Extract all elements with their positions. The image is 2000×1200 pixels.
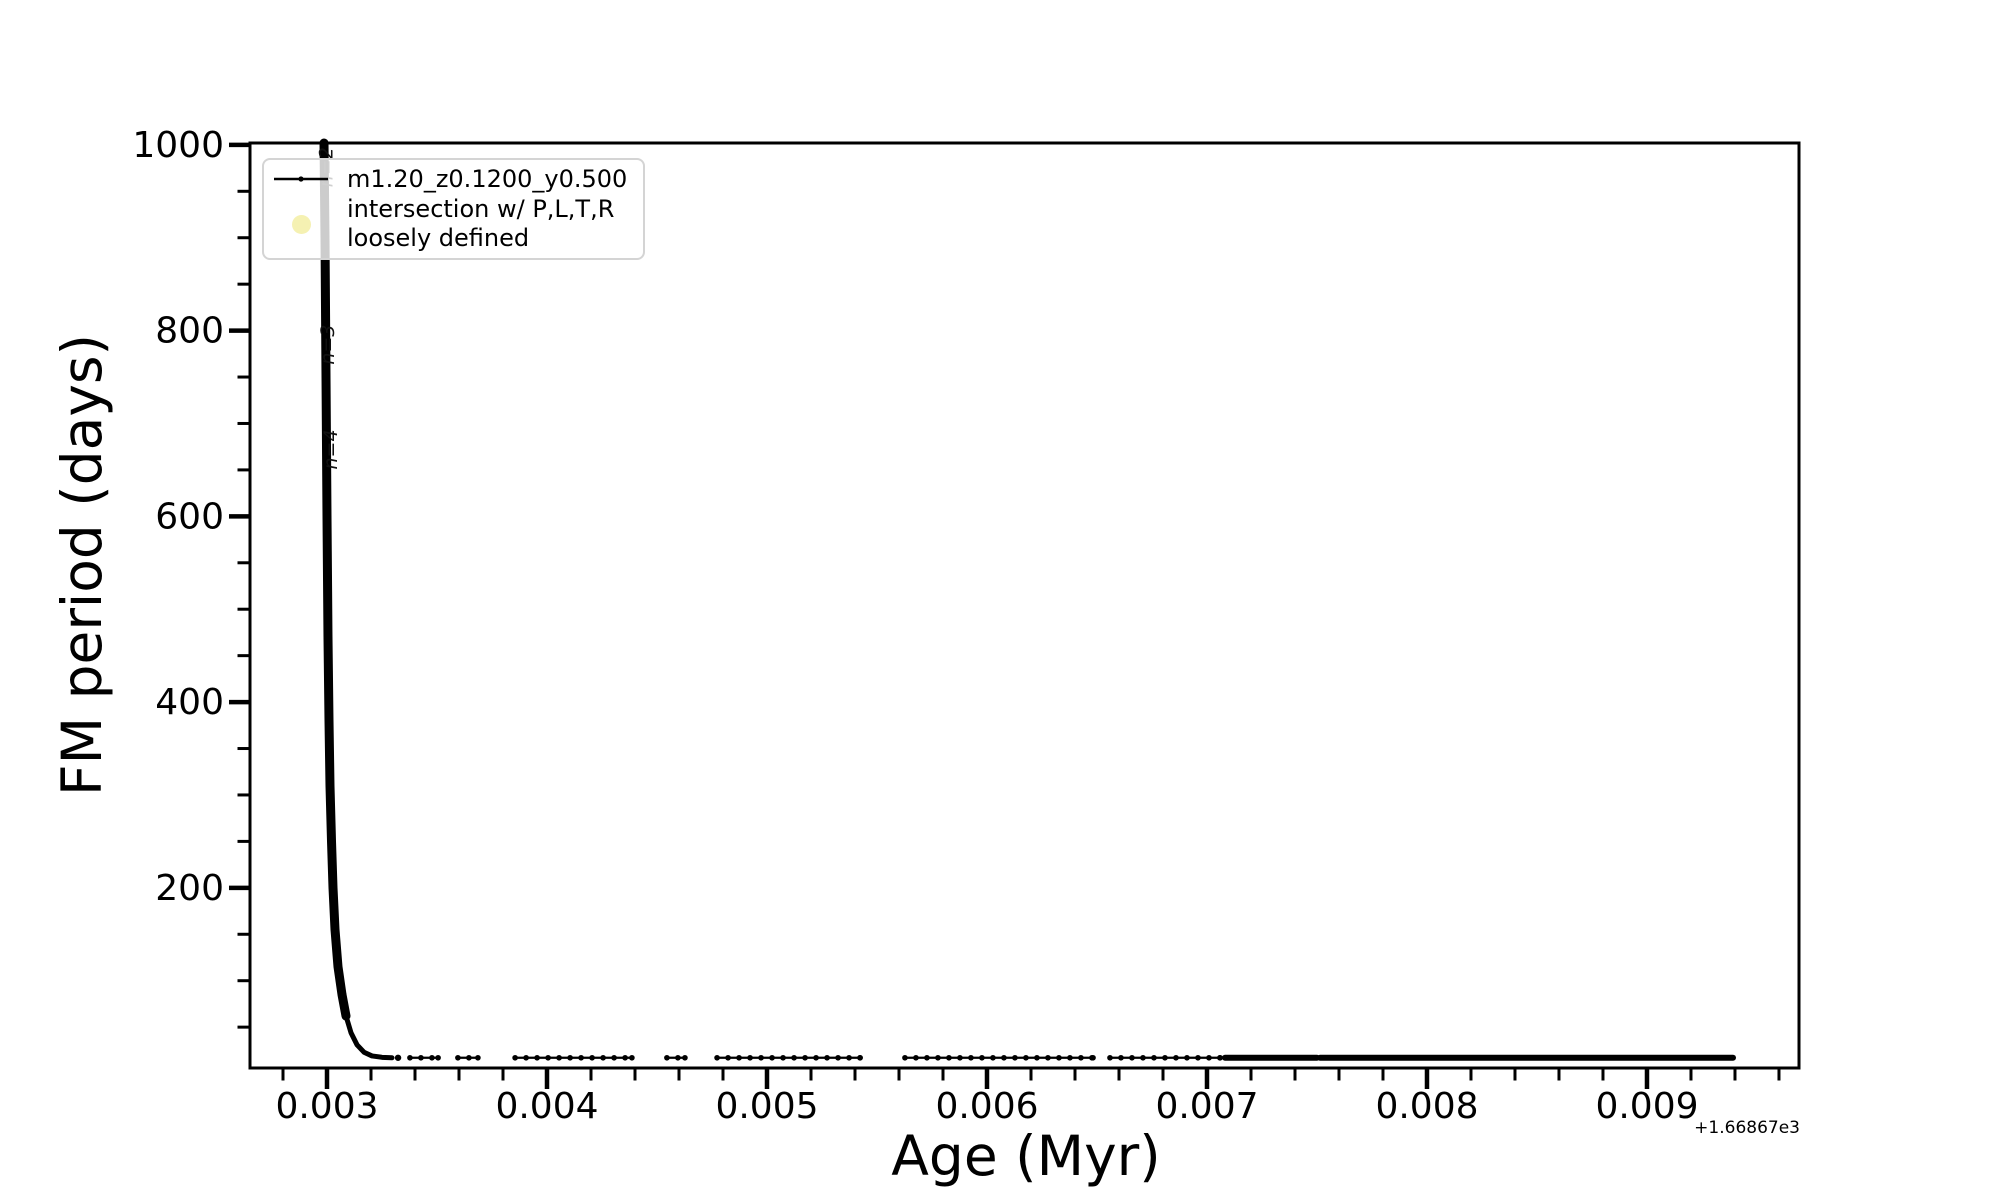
series-point-marker: [747, 1054, 753, 1061]
legend: m1.20_z0.1200_y0.500 intersection w/ P,L…: [262, 158, 645, 260]
series-point-marker: [1217, 1054, 1223, 1061]
legend-entry-intersection: intersection w/ P,L,T,R loosely defined: [272, 195, 635, 253]
x-tick-label: 0.003: [275, 1086, 378, 1127]
series-curve-steep: [319, 138, 351, 1021]
series-point-marker: [1001, 1054, 1007, 1061]
x-tick-label: 0.004: [495, 1086, 598, 1127]
series-point-marker: [556, 1054, 562, 1061]
series-point-marker: [957, 1054, 963, 1061]
series-point-marker: [946, 1054, 952, 1061]
series-point-marker: [475, 1054, 481, 1061]
series-point-marker: [1118, 1054, 1124, 1061]
series-point-marker: [455, 1054, 461, 1061]
series-point-marker: [1129, 1054, 1135, 1061]
series-point-marker: [418, 1054, 424, 1061]
x-axis-label: Age (Myr): [891, 1124, 1161, 1188]
series-point-marker: [466, 1054, 472, 1061]
series-point-marker: [629, 1054, 635, 1061]
legend-label-track: m1.20_z0.1200_y0.500: [347, 164, 628, 193]
x-tick-label: 0.006: [935, 1086, 1038, 1127]
series-point-marker: [857, 1054, 863, 1061]
annotation-n4: n=4: [320, 429, 342, 469]
series-point-marker: [1206, 1054, 1212, 1061]
series-point-marker: [1140, 1054, 1146, 1061]
series-point-marker: [990, 1054, 996, 1061]
legend-label-intersection-line2: loosely defined: [347, 224, 530, 253]
y-tick-label: 600: [155, 496, 224, 537]
series-point-marker: [1034, 1054, 1040, 1061]
circle-marker-icon: [291, 214, 311, 234]
series-point-marker: [1107, 1054, 1113, 1061]
series-point-marker: [979, 1054, 985, 1061]
series-point-marker: [675, 1054, 681, 1061]
series-point-marker: [824, 1054, 830, 1061]
series-point-marker: [622, 1054, 628, 1061]
legend-label-intersection: intersection w/ P,L,T,R loosely defined: [347, 195, 614, 253]
series-point-marker: [523, 1054, 529, 1061]
series-point-marker: [429, 1054, 435, 1061]
intersection-circle-marker-sample: [272, 214, 330, 234]
series-point-marker: [611, 1054, 617, 1061]
series-point-marker: [534, 1054, 540, 1061]
series-point-marker: [600, 1054, 606, 1061]
line-with-point-marker-sample: [272, 169, 330, 189]
series-point-marker: [435, 1054, 441, 1061]
x-tick-label: 0.005: [715, 1086, 818, 1127]
y-tick-label: 200: [155, 868, 224, 909]
series-point-marker: [913, 1054, 919, 1061]
series-point-marker: [924, 1054, 930, 1061]
series-point-marker: [1078, 1054, 1084, 1061]
series-point-marker: [835, 1054, 841, 1061]
series-point-marker: [714, 1054, 720, 1061]
series-point-marker: [1023, 1054, 1029, 1061]
x-tick-label: 0.009: [1595, 1086, 1698, 1127]
series-point-marker: [736, 1054, 742, 1061]
series-point-marker: [968, 1054, 974, 1061]
series-point-marker: [725, 1054, 731, 1061]
series-point-marker: [589, 1054, 595, 1061]
y-tick-label: 1000: [132, 125, 224, 166]
x-tick-label: 0.007: [1155, 1086, 1258, 1127]
legend-entry-track: m1.20_z0.1200_y0.500: [272, 165, 635, 194]
series-point-marker: [567, 1054, 573, 1061]
series-point-marker: [1162, 1054, 1168, 1061]
series-point-marker: [545, 1054, 551, 1061]
series-point-marker: [1067, 1054, 1073, 1061]
series-point-marker: [578, 1054, 584, 1061]
axes-frame: [248, 141, 1801, 1070]
series-point-marker: [1045, 1054, 1051, 1061]
series-point-marker: [813, 1054, 819, 1061]
x-axis-offset-text: +1.66867e3: [1694, 1118, 1800, 1138]
y-tick-label: 800: [155, 311, 224, 352]
y-tick-label: 400: [155, 682, 224, 723]
legend-label-intersection-line1: intersection w/ P,L,T,R: [347, 195, 615, 224]
series-point-marker: [1184, 1054, 1190, 1061]
series-point-marker: [1173, 1054, 1179, 1061]
series-isolated-point: [394, 1054, 402, 1061]
series-point-marker: [1012, 1054, 1018, 1061]
series-point-marker: [664, 1054, 670, 1061]
series-point-marker: [512, 1054, 518, 1061]
annotation-n3: n=3: [317, 324, 339, 364]
series-point-marker: [1195, 1054, 1201, 1061]
series-point-marker: [780, 1054, 786, 1061]
series-point-marker: [758, 1054, 764, 1061]
x-tick-label: 0.008: [1375, 1086, 1478, 1127]
series-point-marker: [1090, 1054, 1096, 1061]
series-point-marker: [1056, 1054, 1062, 1061]
series-point-marker: [846, 1054, 852, 1061]
y-axis-label: FM period (days): [50, 334, 114, 796]
series-point-marker: [1151, 1054, 1157, 1061]
series-point-marker: [791, 1054, 797, 1061]
series-point-marker: [802, 1054, 808, 1061]
series-point-marker: [682, 1054, 688, 1061]
series-point-marker: [935, 1054, 941, 1061]
series-point-marker: [407, 1054, 413, 1061]
series-point-marker: [902, 1054, 908, 1061]
series-point-marker: [769, 1054, 775, 1061]
